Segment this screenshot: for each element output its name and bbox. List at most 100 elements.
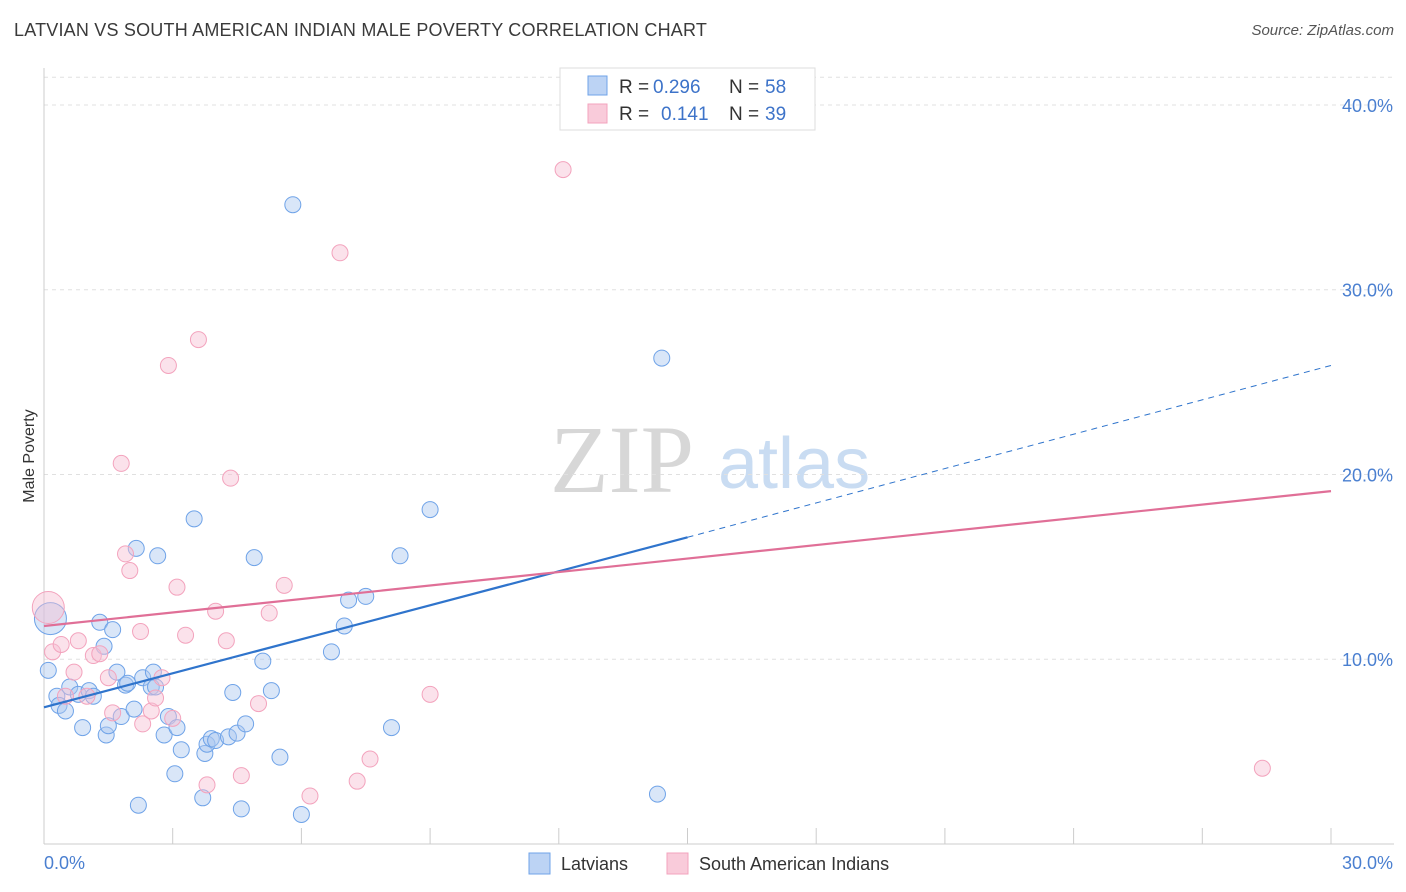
south-american-indians-point-12 (117, 545, 135, 563)
latvians-point-15 (112, 708, 130, 726)
latvians-point-14 (108, 663, 126, 681)
latvians-point-42 (245, 549, 263, 567)
south-american-indians-point-30 (275, 576, 293, 594)
south-american-indians-point-22 (189, 331, 207, 349)
south-american-indians-point-26 (222, 469, 240, 487)
latvians-point-35 (202, 730, 220, 748)
latvians-point-23 (144, 663, 162, 681)
latvians-point-52 (391, 547, 409, 565)
watermark-zip: ZIP (550, 406, 694, 513)
y-tick-label-3: 40.0% (1342, 96, 1393, 116)
south-american-indians-point-36 (554, 161, 572, 179)
latvians-point-39 (228, 724, 246, 742)
south-american-indians-point-2 (52, 635, 70, 653)
tick-labels: 10.0% 20.0% 30.0% 40.0% 0.0% 30.0% (44, 96, 1393, 873)
south-american-indians-point-7 (84, 647, 102, 665)
latvians-point-32 (194, 789, 212, 807)
legend-n-value-1: 58 (765, 77, 786, 98)
latvians-point-41 (237, 715, 255, 733)
latvians-point-53 (421, 501, 439, 519)
latvians-point-54 (653, 349, 671, 367)
series-legend: Latvians South American Indians (528, 852, 889, 875)
bottom-legend-swatch-latvians (528, 852, 551, 875)
south-american-indians-point-4 (65, 663, 83, 681)
latvians-point-28 (166, 765, 184, 783)
south-american-indians-point-27 (232, 767, 250, 785)
south-american-indians-point-19 (164, 709, 182, 727)
south-american-indians-point-35 (421, 685, 439, 703)
latvians-trend-line (43, 536, 688, 709)
y-axis-label: Male Poverty (21, 409, 38, 502)
legend-n-label-1: N = (729, 77, 759, 98)
latvians-trend-extension (687, 364, 1332, 538)
south-american-indians-point-20 (168, 578, 186, 596)
south-american-indians-point-14 (134, 715, 152, 733)
legend-n-label-2: N = (729, 104, 759, 125)
bottom-legend-swatch-south-american-indians (666, 852, 689, 875)
south-american-indians-point-1 (44, 643, 62, 661)
latvians-point-49 (340, 591, 358, 609)
latvians-point-3 (56, 702, 74, 720)
legend-swatch-south-american-indians (587, 103, 608, 124)
south-american-indians-point-5 (69, 632, 87, 650)
latvians-point-26 (155, 726, 173, 744)
latvians-point-43 (254, 652, 272, 670)
south-american-indians-point-15 (142, 702, 160, 720)
y-tick-label-2: 30.0% (1342, 281, 1393, 301)
south-american-indians-point-10 (104, 704, 122, 722)
latvians-point-56 (284, 196, 302, 214)
latvians-point-29 (168, 719, 186, 737)
latvians-point-20 (129, 796, 147, 814)
south-american-indians-point-11 (112, 454, 130, 472)
latvians-point-51 (382, 719, 400, 737)
south-american-indians-trend-line (43, 490, 1332, 628)
south-american-indians-point-37 (1253, 759, 1271, 777)
x-tick-label-0: 0.0% (44, 853, 85, 873)
chart-title: LATVIAN VS SOUTH AMERICAN INDIAN MALE PO… (14, 20, 708, 40)
data-points (31, 161, 1271, 823)
latvians-point-6 (74, 719, 92, 737)
south-american-indians-point-18 (159, 356, 177, 374)
south-american-indians-point-16 (147, 689, 165, 707)
source-label: Source: ZipAtlas.com (1251, 22, 1394, 39)
x-tick-label-1: 30.0% (1342, 853, 1393, 873)
south-american-indians-point-21 (177, 626, 195, 644)
legend-r-label-1: R = (619, 77, 649, 98)
south-american-indians-point-23 (198, 776, 216, 794)
south-american-indians-point-28 (250, 695, 267, 713)
latvians-point-9 (91, 613, 109, 631)
south-american-indians-point-34 (361, 750, 379, 768)
correlation-legend: R = 0.296 N = 58 R = 0.141 N = 39 (559, 67, 816, 131)
south-american-indians-point-0 (31, 591, 65, 625)
grid-lines (44, 76, 1394, 660)
watermark-atlas: atlas (718, 424, 870, 504)
south-american-indians-point-24 (207, 602, 225, 620)
trend-lines (43, 364, 1332, 709)
latvians-point-19 (127, 539, 145, 557)
latvians-point-37 (219, 728, 237, 746)
legend-r-value-2: 0.141 (661, 104, 709, 125)
y-tick-label-1: 20.0% (1342, 465, 1393, 485)
legend-n-value-2: 39 (765, 104, 786, 125)
south-american-indians-point-38 (132, 623, 150, 641)
latvians-point-0 (39, 661, 57, 679)
latvians-point-30 (172, 741, 190, 759)
latvians-point-31 (185, 510, 203, 528)
latvians-point-44 (262, 682, 280, 700)
latvians-point-57 (33, 602, 67, 636)
south-american-indians-point-33 (348, 772, 366, 790)
latvians-point-13 (104, 621, 122, 639)
axes (43, 68, 1394, 845)
latvians-point-40 (232, 800, 250, 818)
south-american-indians-point-25 (217, 632, 235, 650)
legend-swatch-latvians (587, 75, 608, 96)
south-american-indians-point-13 (121, 562, 139, 580)
south-american-indians-point-31 (301, 787, 319, 805)
bottom-legend-latvians: Latvians (561, 854, 628, 874)
legend-r-label-2: R = (619, 104, 649, 125)
bottom-legend-south-american-indians: South American Indians (699, 854, 889, 874)
south-american-indians-point-8 (91, 645, 109, 663)
latvians-point-45 (271, 748, 289, 766)
legend-r-value-1: 0.296 (653, 77, 701, 98)
